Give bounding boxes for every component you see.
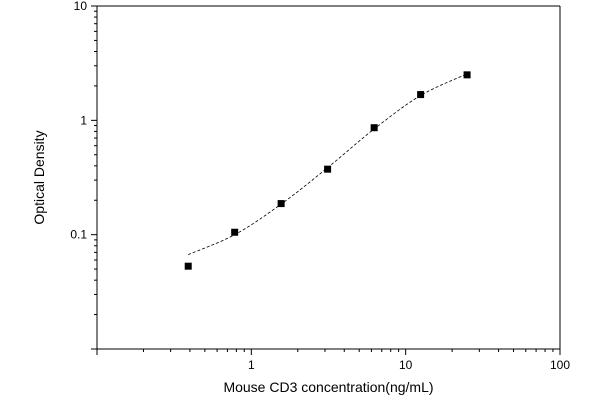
- data-point: [463, 71, 471, 79]
- data-point: [184, 262, 192, 270]
- x-tick-label: 100: [550, 358, 570, 372]
- x-ticks: 1 10 100: [96, 349, 570, 372]
- data-point: [324, 165, 332, 173]
- data-points: [184, 71, 471, 270]
- data-point: [370, 124, 378, 132]
- data-point: [231, 228, 239, 236]
- plot-area: 1 10 100 0.1 1 10: [70, 0, 570, 372]
- y-tick-label: 0.1: [70, 228, 87, 242]
- x-tick-label: 10: [399, 358, 413, 372]
- y-tick-label: 1: [80, 113, 87, 127]
- y-tick-label: 10: [74, 0, 88, 13]
- fit-curve: [188, 73, 468, 255]
- data-point: [417, 91, 425, 99]
- x-axis-label: Mouse CD3 concentration(ng/mL): [223, 379, 433, 395]
- y-axis-label: Optical Density: [31, 130, 47, 224]
- x-tick-label: 1: [248, 358, 255, 372]
- y-ticks: 0.1 1 10: [70, 0, 97, 350]
- data-point: [277, 200, 285, 208]
